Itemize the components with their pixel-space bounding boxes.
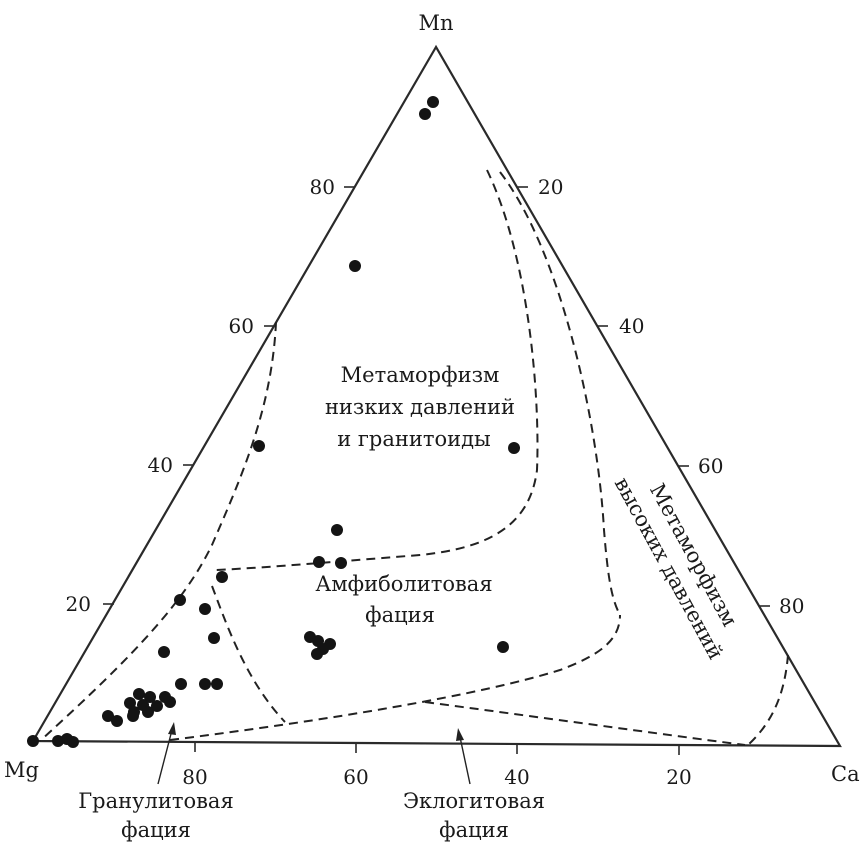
granulite-arrow-head bbox=[168, 722, 176, 735]
field-boundaries bbox=[39, 169, 789, 746]
granulite-arrow-shaft bbox=[157, 729, 173, 785]
data-point bbox=[174, 594, 186, 606]
bottom-tick-label-80: 80 bbox=[182, 765, 207, 789]
eclogite-arrow-head bbox=[456, 728, 464, 741]
data-point bbox=[127, 710, 139, 722]
high-pressure-label: Метаморфизм высоких давлений bbox=[610, 473, 742, 663]
left-tick-label-60: 60 bbox=[229, 314, 254, 338]
right-tick-label-40: 40 bbox=[619, 314, 644, 338]
data-point bbox=[27, 735, 39, 747]
low-pressure-label-line-1: Метаморфизм bbox=[341, 363, 500, 387]
data-point bbox=[331, 524, 343, 536]
data-point bbox=[164, 696, 176, 708]
data-point bbox=[497, 641, 509, 653]
low-pressure-label-line-3: и гранитоиды bbox=[337, 427, 491, 451]
data-point bbox=[199, 678, 211, 690]
data-point bbox=[52, 735, 64, 747]
right-tick-label-60: 60 bbox=[698, 454, 723, 478]
bottom-tick-label-20: 20 bbox=[666, 765, 691, 789]
granulite-label-line-2: фация bbox=[121, 818, 191, 842]
data-point bbox=[151, 700, 163, 712]
bottom-tick-label-40: 40 bbox=[504, 765, 529, 789]
granulite-arrow bbox=[157, 722, 176, 785]
vertex-label-mg: Mg bbox=[4, 758, 39, 782]
data-point bbox=[67, 736, 79, 748]
right-edge-ticks bbox=[517, 186, 770, 607]
data-points bbox=[27, 96, 520, 748]
ca-corner-boundary bbox=[747, 654, 789, 746]
granulite-field-boundary bbox=[39, 321, 277, 742]
data-point bbox=[253, 440, 265, 452]
data-point bbox=[142, 706, 154, 718]
eclogite-upper-boundary bbox=[169, 614, 621, 741]
data-point bbox=[349, 260, 361, 272]
amphibolite-label-line-2: фация bbox=[365, 603, 435, 627]
data-point bbox=[508, 442, 520, 454]
low-pressure-boundary bbox=[215, 169, 539, 571]
bottom-edge-ticks bbox=[194, 742, 680, 755]
right-tick-label-80: 80 bbox=[779, 594, 804, 618]
data-point bbox=[419, 108, 431, 120]
data-point bbox=[211, 678, 223, 690]
amphibolite-label-line-1: Амфиболитовая bbox=[315, 572, 492, 596]
data-point bbox=[124, 697, 136, 709]
left-tick-label-40: 40 bbox=[148, 453, 173, 477]
right-tick-label-20: 20 bbox=[538, 175, 563, 199]
data-point bbox=[102, 710, 114, 722]
data-point bbox=[313, 556, 325, 568]
left-edge-ticks bbox=[103, 186, 355, 605]
eclogite-label-line-2: фация bbox=[439, 818, 509, 842]
triangle-frame bbox=[31, 44, 842, 748]
eclogite-arrow bbox=[456, 728, 471, 785]
data-point bbox=[111, 715, 123, 727]
granulite-inner-boundary bbox=[211, 585, 286, 723]
eclogite-label-line-1: Эклогитовая bbox=[403, 789, 545, 813]
data-point bbox=[158, 646, 170, 658]
bottom-tick-label-60: 60 bbox=[343, 765, 368, 789]
vertex-label-mn: Mn bbox=[418, 11, 453, 35]
data-point bbox=[427, 96, 439, 108]
eclogite-lower-boundary bbox=[424, 701, 746, 746]
data-point bbox=[144, 691, 156, 703]
data-point bbox=[335, 557, 347, 569]
granulite-label-line-1: Гранулитовая bbox=[78, 789, 233, 813]
data-point bbox=[133, 688, 145, 700]
high-pressure-boundary bbox=[499, 171, 621, 616]
data-point bbox=[208, 632, 220, 644]
eclogite-arrow-shaft bbox=[459, 736, 471, 785]
low-pressure-label-line-2: низких давлений bbox=[325, 395, 515, 419]
data-point bbox=[311, 648, 323, 660]
vertex-label-ca: Ca bbox=[831, 762, 860, 786]
data-point bbox=[199, 603, 211, 615]
data-point bbox=[175, 678, 187, 690]
left-tick-label-80: 80 bbox=[310, 175, 335, 199]
left-tick-label-20: 20 bbox=[66, 592, 91, 616]
data-point bbox=[216, 571, 228, 583]
